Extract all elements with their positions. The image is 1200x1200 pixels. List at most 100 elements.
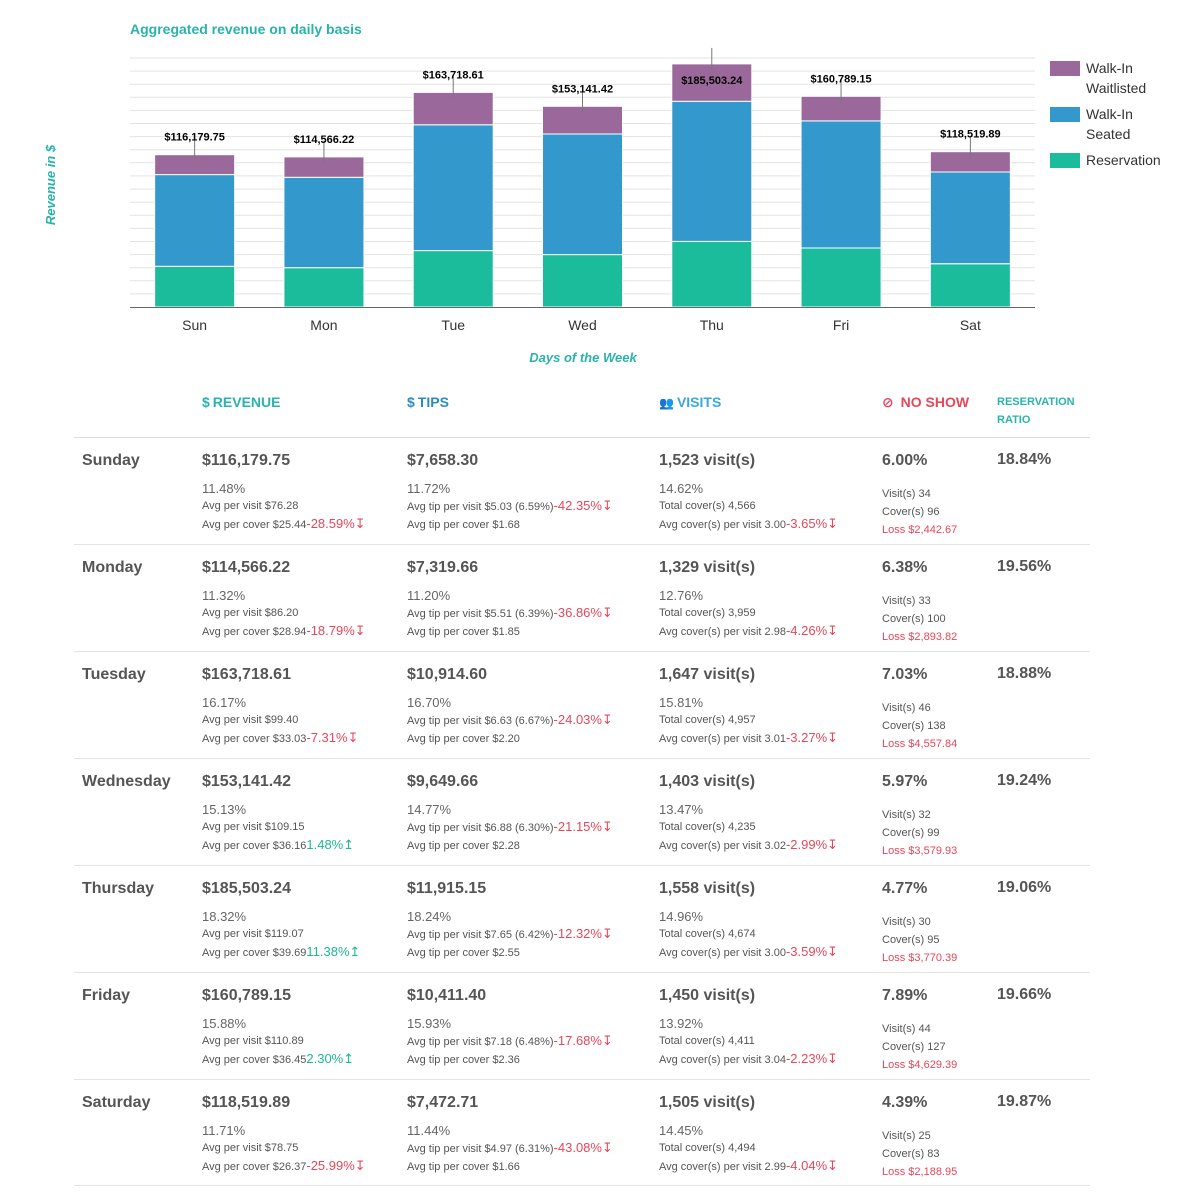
- tips-cell: $11,915.15 18.24% Avg tip per visit $7.6…: [407, 879, 613, 962]
- delta-value: -3.27%: [785, 730, 828, 745]
- visits-pct: 14.96%: [659, 909, 704, 924]
- legend-swatch: [1050, 107, 1080, 122]
- visits-value: 1,505 visit(s): [659, 1094, 756, 1111]
- bar-segment-walkin-seated[interactable]: [671, 100, 753, 242]
- table-row: Friday $160,789.15 15.88% Avg per visit …: [74, 973, 1090, 1080]
- tips-avg-visit-text: Avg tip per visit $5.03 (6.59%): [407, 501, 554, 513]
- revenue-avg-visit: Avg per visit $76.28: [202, 500, 299, 512]
- revenue-avg-visit: Avg per visit $119.07: [202, 928, 304, 940]
- visits-cell: 1,450 visit(s) 13.92% Total cover(s) 4,4…: [659, 986, 838, 1069]
- bar-total-label: $114,566.22: [294, 134, 355, 146]
- bar-segment-walkin-seated[interactable]: [542, 133, 623, 256]
- tips-pct: 14.77%: [407, 802, 452, 817]
- tips-avg-cover: Avg tip per cover $2.20: [407, 733, 520, 745]
- noshow-value: 6.38%: [882, 559, 928, 576]
- bar-segment-walkin-seated[interactable]: [412, 124, 494, 252]
- table-row: Monday $114,566.22 11.32% Avg per visit …: [74, 545, 1090, 652]
- ban-icon: ⊘: [882, 394, 894, 410]
- noshow-visits: Visit(s) 33: [882, 595, 931, 607]
- bar-segment-walkin-seated[interactable]: [929, 171, 1011, 265]
- trend-up-icon: 1.48%↥: [306, 837, 355, 852]
- visits-total-covers: Total cover(s) 4,411: [659, 1035, 755, 1047]
- visits-total-covers: Total cover(s) 4,674: [659, 928, 756, 940]
- table-row: Wednesday $153,141.42 15.13% Avg per vis…: [74, 759, 1090, 866]
- legend-item-reservation[interactable]: Reservation: [1050, 150, 1200, 170]
- tips-value: $9,649.66: [407, 773, 479, 790]
- visits-avg-covers-text: Avg cover(s) per visit 3.00: [659, 947, 786, 959]
- bar-segment-reservation[interactable]: [929, 263, 1011, 308]
- bar-segment-reservation[interactable]: [283, 267, 365, 308]
- reservation-ratio-value: 18.84%: [997, 451, 1052, 468]
- tips-cell: $7,319.66 11.20% Avg tip per visit $5.51…: [407, 558, 613, 641]
- legend-swatch: [1050, 61, 1080, 76]
- visits-avg-covers: Avg cover(s) per visit 3.04-2.23%↧: [659, 1050, 838, 1069]
- noshow-value: 5.97%: [882, 773, 928, 790]
- revenue-pct: 11.32%: [202, 588, 246, 603]
- revenue-pct: 15.13%: [202, 802, 247, 817]
- delta-value: -4.26%: [785, 623, 828, 638]
- bar-segment-reservation[interactable]: [154, 265, 236, 308]
- visits-value: 1,558 visit(s): [659, 880, 756, 897]
- revenue-avg-cover: Avg per cover $26.37-25.99%↧: [202, 1157, 366, 1176]
- y-axis-title: Revenue in $: [43, 144, 58, 225]
- delta-value: -43.08%: [553, 1140, 602, 1155]
- visits-avg-covers-text: Avg cover(s) per visit 3.02: [659, 840, 786, 852]
- visits-avg-covers: Avg cover(s) per visit 2.98-4.26%↧: [659, 622, 838, 641]
- visits-avg-covers: Avg cover(s) per visit 3.00-3.59%↧: [659, 943, 838, 962]
- delta-value: 2.30%: [306, 1051, 344, 1066]
- legend-item-walkin-seated[interactable]: Walk-In Seated: [1050, 104, 1200, 144]
- tips-avg-cover: Avg tip per cover $1.68: [407, 519, 520, 531]
- noshow-cell: 6.38% Visit(s) 33 Cover(s) 100 Loss $2,8…: [882, 558, 957, 646]
- bar-total-label: $116,179.75: [164, 132, 225, 144]
- reservation-ratio-value: 19.56%: [997, 558, 1052, 575]
- noshow-visits: Visit(s) 34: [882, 488, 931, 500]
- tips-pct: 16.70%: [407, 695, 452, 710]
- revenue-value: $153,141.42: [202, 773, 291, 790]
- bar-segment-walkin-waitlisted[interactable]: [671, 63, 753, 102]
- legend-label: Walk-In Waitlisted: [1086, 60, 1147, 96]
- chart-title: Aggregated revenue on daily basis: [130, 21, 362, 37]
- day-name: Sunday: [82, 452, 140, 469]
- header-visits: 👥 VISITS: [659, 394, 721, 410]
- visits-cell: 1,523 visit(s) 14.62% Total cover(s) 4,5…: [659, 451, 838, 534]
- revenue-avg-visit: Avg per visit $110.89: [202, 1035, 304, 1047]
- visits-avg-covers-text: Avg cover(s) per visit 3.01: [659, 733, 786, 745]
- table-row: Saturday $118,519.89 11.71% Avg per visi…: [74, 1080, 1090, 1186]
- bar-segment-reservation[interactable]: [800, 247, 882, 308]
- bar-segment-reservation[interactable]: [412, 250, 494, 308]
- visits-value: 1,647 visit(s): [659, 666, 756, 683]
- bar-segment-reservation[interactable]: [542, 254, 623, 308]
- delta-value: 1.48%: [306, 837, 344, 852]
- header-revenue: $ REVENUE: [202, 394, 280, 410]
- tips-avg-cover: Avg tip per cover $1.85: [407, 626, 520, 638]
- legend-item-walkin-waitlisted[interactable]: Walk-In Waitlisted: [1050, 58, 1200, 98]
- revenue-value: $116,179.75: [202, 452, 291, 469]
- noshow-cell: 4.39% Visit(s) 25 Cover(s) 83 Loss $2,18…: [882, 1093, 957, 1181]
- trend-down-icon: -28.59%↧: [306, 516, 366, 531]
- revenue-pct: 16.17%: [202, 695, 247, 710]
- noshow-visits: Visit(s) 32: [882, 809, 931, 821]
- visits-pct: 12.76%: [659, 588, 704, 603]
- tips-value: $10,411.40: [407, 987, 487, 1004]
- tips-avg-visit-text: Avg tip per visit $6.63 (6.67%): [407, 715, 554, 727]
- bar-segment-walkin-seated[interactable]: [154, 174, 236, 267]
- tips-cell: $10,914.60 16.70% Avg tip per visit $6.6…: [407, 665, 613, 748]
- bar-segment-reservation[interactable]: [671, 241, 753, 308]
- revenue-value: $114,566.22: [202, 559, 291, 576]
- revenue-value: $163,718.61: [202, 666, 291, 683]
- revenue-avg-cover: Avg per cover $36.161.48%↥: [202, 836, 354, 855]
- bar-segment-walkin-seated[interactable]: [800, 120, 882, 249]
- bar-segment-walkin-seated[interactable]: [283, 176, 365, 269]
- noshow-value: 4.77%: [882, 880, 928, 897]
- tips-value: $7,472.71: [407, 1094, 479, 1111]
- visits-cell: 1,329 visit(s) 12.76% Total cover(s) 3,9…: [659, 558, 838, 641]
- x-tick-label: Sun: [182, 317, 207, 333]
- x-tick-label: Mon: [310, 317, 337, 333]
- delta-value: -12.32%: [553, 926, 602, 941]
- visits-avg-covers: Avg cover(s) per visit 3.02-2.99%↧: [659, 836, 838, 855]
- revenue-pct: 11.71%: [202, 1123, 246, 1138]
- visits-total-covers: Total cover(s) 4,235: [659, 821, 756, 833]
- x-tick-label: Thu: [700, 317, 724, 333]
- noshow-loss: Loss $4,557.84: [882, 738, 958, 750]
- tips-cell: $7,472.71 11.44% Avg tip per visit $4.97…: [407, 1093, 613, 1176]
